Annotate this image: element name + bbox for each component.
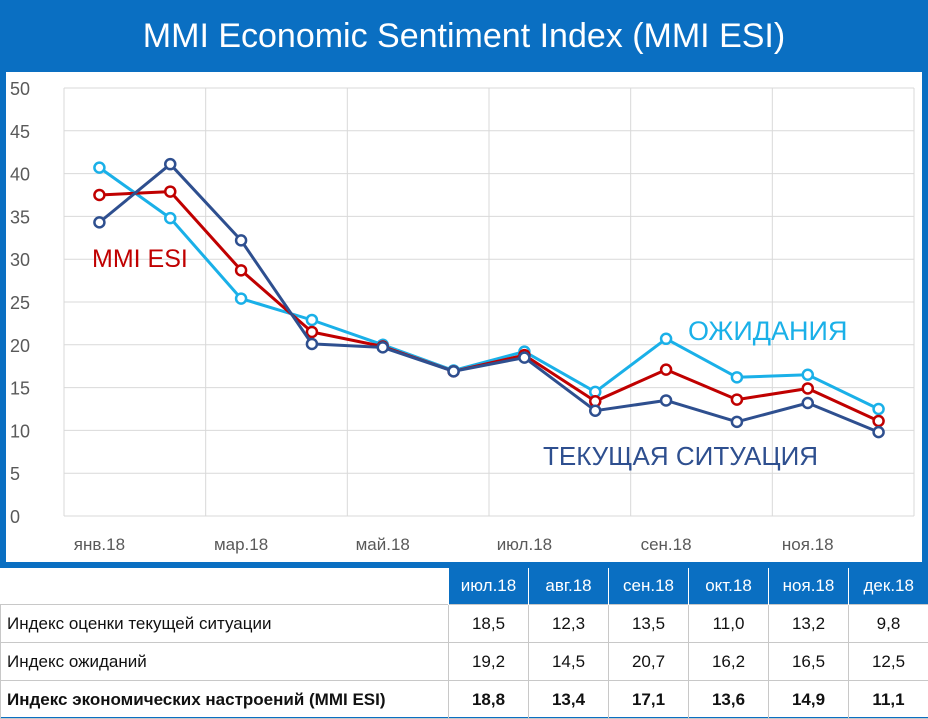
data-table-container: июл.18 авг.18 сен.18 окт.18 ноя.18 дек.1… <box>0 568 928 717</box>
data-point <box>519 353 529 363</box>
table-cell: 14,9 <box>769 681 849 719</box>
data-point <box>165 159 175 169</box>
data-point <box>874 404 884 414</box>
table-cell: 16,5 <box>769 643 849 681</box>
x-tick-label: ноя.18 <box>782 535 834 554</box>
data-point <box>94 190 104 200</box>
table-cell: 12,3 <box>529 605 609 643</box>
data-point <box>236 235 246 245</box>
y-tick-label: 30 <box>10 250 30 270</box>
y-tick-label: 40 <box>10 165 30 185</box>
row-label: Индекс ожиданий <box>1 643 449 681</box>
y-tick-label: 15 <box>10 379 30 399</box>
chart-title: MMI Economic Sentiment Index (MMI ESI) <box>0 0 928 72</box>
table-cell: 13,5 <box>609 605 689 643</box>
x-tick-label: сен.18 <box>641 535 692 554</box>
x-tick-label: янв.18 <box>74 535 125 554</box>
table-cell: 20,7 <box>609 643 689 681</box>
data-point <box>732 417 742 427</box>
data-point <box>94 163 104 173</box>
table-header-month: дек.18 <box>849 568 928 605</box>
table-header-month: июл.18 <box>449 568 529 605</box>
table-row: Индекс ожиданий 19,2 14,5 20,7 16,2 16,5… <box>1 643 928 681</box>
table-cell: 14,5 <box>529 643 609 681</box>
x-tick-label: май.18 <box>356 535 410 554</box>
table-cell: 18,8 <box>449 681 529 719</box>
data-point <box>661 334 671 344</box>
table-cell: 17,1 <box>609 681 689 719</box>
table-header-month: сен.18 <box>609 568 689 605</box>
y-tick-label: 5 <box>10 464 20 484</box>
chart-area: 0 5 10 15 20 25 30 35 40 45 50 янв.18 мар.18 май.18 ию… <box>6 72 922 562</box>
table-cell: 18,5 <box>449 605 529 643</box>
row-label: Индекс экономических настроений (MMI ESI… <box>1 681 449 719</box>
data-point <box>732 395 742 405</box>
y-tick-label: 25 <box>10 293 30 313</box>
table-cell: 12,5 <box>849 643 928 681</box>
y-tick-label: 45 <box>10 122 30 142</box>
table-header-month: авг.18 <box>529 568 609 605</box>
data-point <box>236 294 246 304</box>
table-header-month: окт.18 <box>689 568 769 605</box>
table-header-row: июл.18 авг.18 сен.18 окт.18 ноя.18 дек.1… <box>1 568 928 605</box>
x-tick-label: июл.18 <box>497 535 552 554</box>
table-cell: 13,2 <box>769 605 849 643</box>
data-point <box>732 372 742 382</box>
y-tick-label: 20 <box>10 336 30 356</box>
table-cell: 13,6 <box>689 681 769 719</box>
table-cell: 19,2 <box>449 643 529 681</box>
data-point <box>590 406 600 416</box>
table-cell: 13,4 <box>529 681 609 719</box>
data-point <box>165 213 175 223</box>
data-point <box>449 366 459 376</box>
data-table: июл.18 авг.18 сен.18 окт.18 ноя.18 дек.1… <box>0 568 928 719</box>
y-tick-label: 0 <box>10 507 20 527</box>
data-point <box>803 370 813 380</box>
data-point <box>236 265 246 275</box>
table-cell: 11,0 <box>689 605 769 643</box>
table-header-month: ноя.18 <box>769 568 849 605</box>
line-chart: 0 5 10 15 20 25 30 35 40 45 50 янв.18 мар.18 май.18 ию… <box>6 72 922 562</box>
row-label: Индекс оценки текущей ситуации <box>1 605 449 643</box>
data-point <box>94 217 104 227</box>
data-point <box>165 187 175 197</box>
data-point <box>378 342 388 352</box>
y-tick-label: 10 <box>10 421 30 441</box>
data-point <box>307 339 317 349</box>
table-row: Индекс оценки текущей ситуации 18,5 12,3… <box>1 605 928 643</box>
data-point <box>874 427 884 437</box>
data-point <box>661 395 671 405</box>
data-point <box>307 327 317 337</box>
data-point <box>307 315 317 325</box>
series-label: ТЕКУЩАЯ СИТУАЦИЯ <box>543 441 818 471</box>
table-cell: 16,2 <box>689 643 769 681</box>
x-tick-label: мар.18 <box>214 535 268 554</box>
y-tick-label: 35 <box>10 207 30 227</box>
data-point <box>803 398 813 408</box>
data-point <box>661 365 671 375</box>
series-label: ОЖИДАНИЯ <box>688 316 847 346</box>
table-cell: 11,1 <box>849 681 928 719</box>
data-point <box>803 383 813 393</box>
table-header-blank <box>1 568 449 605</box>
y-tick-label: 50 <box>10 79 30 99</box>
data-point <box>874 416 884 426</box>
table-cell: 9,8 <box>849 605 928 643</box>
series-label: MMI ESI <box>92 245 188 273</box>
table-row: Индекс экономических настроений (MMI ESI… <box>1 681 928 719</box>
